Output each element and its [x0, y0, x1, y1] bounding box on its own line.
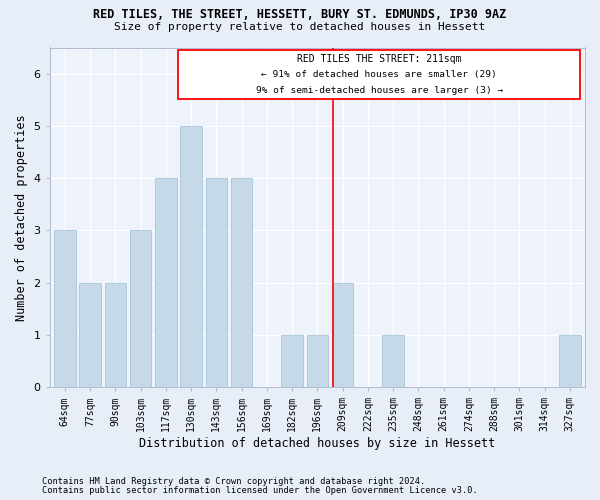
X-axis label: Distribution of detached houses by size in Hessett: Distribution of detached houses by size … — [139, 437, 496, 450]
Bar — [559, 335, 581, 387]
Text: ← 91% of detached houses are smaller (29): ← 91% of detached houses are smaller (29… — [262, 70, 497, 79]
Y-axis label: Number of detached properties: Number of detached properties — [15, 114, 28, 320]
Bar — [181, 126, 202, 387]
FancyBboxPatch shape — [178, 50, 580, 98]
Text: 9% of semi-detached houses are larger (3) →: 9% of semi-detached houses are larger (3… — [256, 86, 503, 94]
Text: RED TILES THE STREET: 211sqm: RED TILES THE STREET: 211sqm — [297, 54, 461, 64]
Bar — [307, 335, 328, 387]
Bar — [104, 282, 126, 387]
Bar — [382, 335, 404, 387]
Text: Size of property relative to detached houses in Hessett: Size of property relative to detached ho… — [115, 22, 485, 32]
Bar — [231, 178, 253, 387]
Bar — [206, 178, 227, 387]
Text: RED TILES, THE STREET, HESSETT, BURY ST. EDMUNDS, IP30 9AZ: RED TILES, THE STREET, HESSETT, BURY ST.… — [94, 8, 506, 20]
Bar — [130, 230, 151, 387]
Bar — [332, 282, 353, 387]
Bar — [54, 230, 76, 387]
Text: Contains public sector information licensed under the Open Government Licence v3: Contains public sector information licen… — [42, 486, 478, 495]
Bar — [155, 178, 176, 387]
Bar — [79, 282, 101, 387]
Text: Contains HM Land Registry data © Crown copyright and database right 2024.: Contains HM Land Registry data © Crown c… — [42, 477, 425, 486]
Bar — [281, 335, 303, 387]
